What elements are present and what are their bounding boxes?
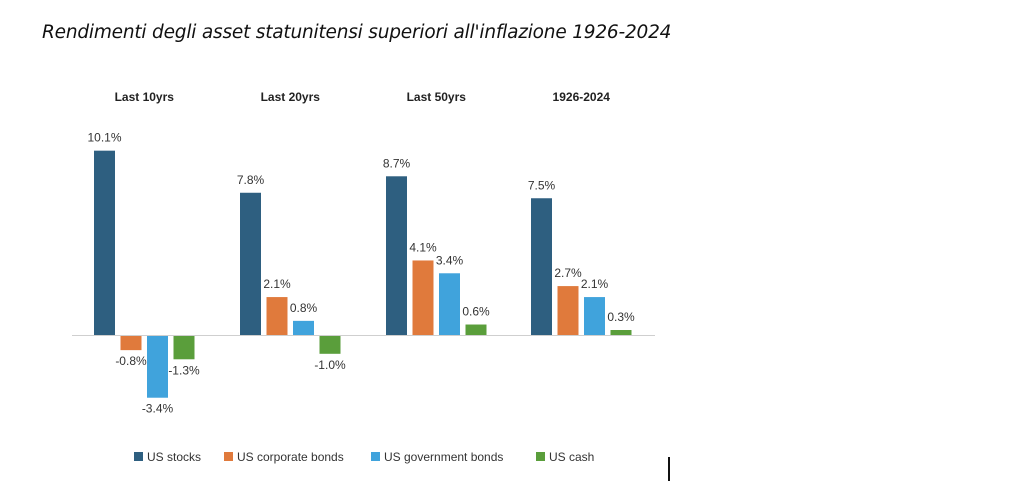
value-label-us-corporate-bonds-last-50yrs: 4.1% [409, 240, 437, 254]
value-label-us-cash-1926-2024: 0.3% [607, 310, 635, 324]
value-label-us-stocks-last-10yrs: 10.1% [87, 131, 121, 145]
bar-us-corporate-bonds-last-20yrs [266, 297, 288, 336]
bar-us-government-bonds-last-20yrs [293, 320, 314, 336]
bar-us-government-bonds-1926-2024 [584, 297, 605, 336]
bar-us-cash-last-20yrs [319, 335, 341, 354]
bar-us-stocks-last-20yrs [240, 192, 261, 336]
bar-us-stocks-last-50yrs [386, 176, 407, 336]
bar-us-cash-last-10yrs [173, 335, 195, 360]
chart-title: Rendimenti degli asset statunitensi supe… [42, 22, 672, 43]
value-label-us-stocks-last-20yrs: 7.8% [237, 173, 265, 187]
legend-label-us-corporate-bonds: US corporate bonds [237, 450, 344, 464]
value-label-us-government-bonds-1926-2024: 2.1% [581, 277, 609, 291]
value-label-us-government-bonds-last-50yrs: 3.4% [436, 253, 464, 267]
value-label-us-cash-last-50yrs: 0.6% [462, 305, 490, 319]
category-labels: Last 10yrs Last 20yrs Last 50yrs 1926-2024 [115, 90, 611, 104]
bar-us-corporate-bonds-1926-2024 [557, 286, 579, 336]
legend-swatch-us-corporate-bonds [224, 452, 233, 461]
value-label-us-stocks-1926-2024: 7.5% [528, 178, 556, 192]
bar-us-cash-last-50yrs [465, 324, 487, 336]
legend: US stocks US corporate bonds US government… [134, 450, 594, 464]
category-label-last-50yrs: Last 50yrs [407, 90, 467, 104]
value-label-us-cash-last-20yrs: -1.0% [314, 358, 346, 372]
legend-swatch-us-government-bonds [371, 452, 380, 461]
bar-us-stocks-1926-2024 [531, 198, 552, 336]
category-label-last-20yrs: Last 20yrs [261, 90, 321, 104]
bar-us-corporate-bonds-last-50yrs [412, 260, 434, 336]
legend-swatch-us-stocks [134, 452, 143, 461]
bar-us-corporate-bonds-last-10yrs [120, 335, 142, 351]
bars [94, 150, 632, 398]
bar-us-government-bonds-last-10yrs [147, 335, 168, 398]
category-label-1926-2024: 1926-2024 [553, 90, 611, 104]
text-cursor [668, 457, 670, 481]
value-label-us-corporate-bonds-last-20yrs: 2.1% [263, 277, 291, 291]
category-label-last-10yrs: Last 10yrs [115, 90, 175, 104]
legend-swatch-us-cash [536, 452, 545, 461]
legend-label-us-government-bonds: US government bonds [384, 450, 503, 464]
value-label-us-government-bonds-last-20yrs: 0.8% [290, 301, 318, 315]
value-label-us-cash-last-10yrs: -1.3% [168, 363, 200, 377]
value-labels: 10.1% -0.8% -3.4% -1.3% 7.8% 2.1% 0.8% -1.0% 8.7… [87, 131, 635, 416]
legend-label-us-cash: US cash [549, 450, 594, 464]
bar-us-cash-1926-2024 [610, 330, 632, 336]
value-label-us-corporate-bonds-last-10yrs: -0.8% [115, 354, 147, 368]
value-label-us-corporate-bonds-1926-2024: 2.7% [554, 266, 582, 280]
bar-us-government-bonds-last-50yrs [439, 273, 460, 336]
bar-us-stocks-last-10yrs [94, 150, 115, 336]
value-label-us-government-bonds-last-10yrs: -3.4% [142, 402, 174, 416]
legend-label-us-stocks: US stocks [147, 450, 201, 464]
value-label-us-stocks-last-50yrs: 8.7% [383, 156, 411, 170]
